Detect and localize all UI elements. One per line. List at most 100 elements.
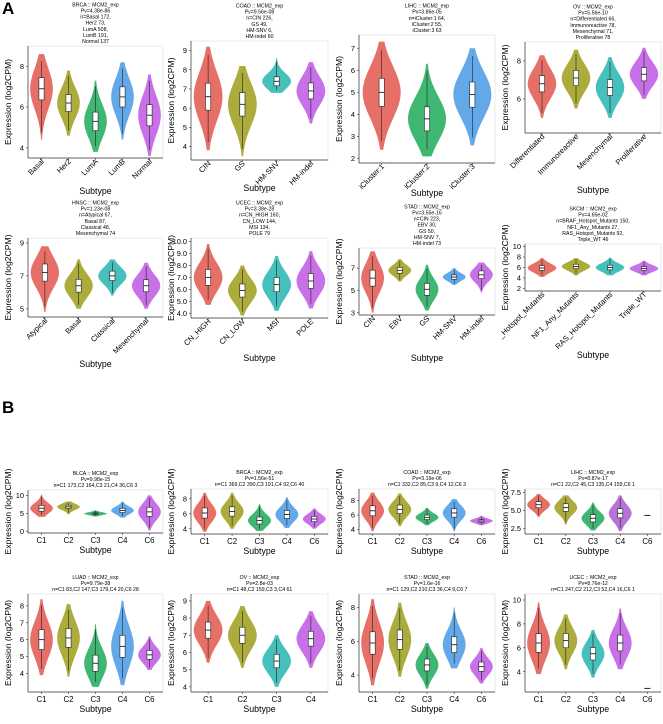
- y-axis-label: Expression (log2CPM): [166, 600, 176, 686]
- x-tick-label: C4: [282, 537, 293, 546]
- x-tick-label: C2: [561, 695, 571, 704]
- chart-title-line: Pv=1.6e-16: [414, 581, 441, 587]
- y-tick-label: 8: [351, 496, 355, 505]
- chart-title-line: HM-SNV 6,: [246, 28, 272, 34]
- x-tick-label: POLE: [295, 317, 316, 338]
- y-axis-label: Expression (log2CPM): [166, 235, 176, 321]
- chart-title-line: Pv=8.76e-12: [578, 581, 608, 587]
- x-tick-label: C1: [534, 695, 544, 704]
- x-axis-label: Subtype: [577, 350, 609, 360]
- x-axis-label: Subtype: [577, 546, 609, 556]
- chart-title-line: Mesenchymal 74: [76, 231, 115, 237]
- y-axis-label: Expression (log2CPM): [500, 44, 510, 130]
- y-tick-label: 10: [513, 596, 521, 605]
- chart-title-line: MSI 134,: [249, 225, 270, 231]
- chart-title-line: Pv=4.38e-86: [81, 9, 111, 15]
- y-tick-label: 0: [20, 527, 24, 536]
- chart-title-line: COAD :: MCM2_exp: [403, 470, 450, 476]
- x-tick-label: Mesenchymal: [111, 316, 151, 356]
- chart-title-line: Pv=1.23e-08: [81, 207, 111, 213]
- x-tick-label: CN_LOW: [217, 316, 247, 346]
- chart-title-line: n=C1 129,C2 210,C3 36,C4 9,C6 7: [387, 587, 468, 593]
- x-axis-label: Subtype: [243, 546, 275, 556]
- x-tick-label: Triple_WT: [617, 290, 648, 321]
- x-tick-label: C1: [37, 695, 47, 704]
- chart-title-line: n=CIN 226,: [246, 16, 272, 22]
- panel-label-a: A: [2, 0, 15, 18]
- chart-title-line: Pv=2.8e-03: [246, 581, 273, 587]
- y-axis-label: Expression (log2CPM): [3, 600, 13, 686]
- y-axis-label: Expression (log2CPM): [500, 468, 510, 554]
- x-tick-label: CIN: [361, 314, 377, 330]
- y-tick-label: 7: [20, 271, 24, 280]
- x-axis-label: Subtype: [79, 186, 111, 196]
- chart-title-line: n=C1 83,C2 147,C3 179,C4 20,C6 28: [52, 587, 139, 593]
- y-tick-label: 3: [351, 132, 355, 141]
- y-tick-label: 6: [351, 637, 355, 646]
- chart-title-line: STAD :: MCM2_exp: [404, 204, 450, 210]
- chart-title-line: LIHC :: MCM2_exp: [405, 4, 449, 10]
- x-tick-label: C6: [642, 695, 652, 704]
- y-tick-label: 6: [517, 94, 521, 103]
- x-tick-label: GS: [417, 314, 431, 328]
- y-axis-label: Expression (log2CPM): [500, 600, 510, 686]
- y-tick-label: 4: [517, 667, 521, 676]
- y-tick-label: 5: [183, 665, 187, 674]
- chart-title-line: LIHC :: MCM2_exp: [571, 470, 615, 476]
- x-tick-label: HM-indel: [458, 314, 486, 342]
- x-axis-label: Subtype: [411, 546, 443, 556]
- x-tick-label: C3: [272, 695, 282, 704]
- chart-title-line: LUAD :: MCM2_exp: [72, 575, 118, 581]
- chart-title-line: HM-SNV 7,: [414, 235, 440, 241]
- y-tick-label: 2: [351, 154, 355, 163]
- x-axis-label: Subtype: [79, 704, 111, 714]
- chart-title-line: Normal 137: [82, 39, 109, 45]
- y-tick-label: 8: [183, 494, 187, 503]
- y-tick-label: 8: [517, 57, 521, 66]
- violin-chart-7: SKCM :: MCM2_expPv=4.65e-02n=BRAF_Hotspo…: [496, 207, 662, 360]
- chart-title-line: BRCA :: MCM2_exp: [72, 2, 119, 8]
- chart-title-line: SKCM :: MCM2_exp: [569, 207, 616, 213]
- x-tick-label: HM-SNV: [431, 313, 459, 341]
- x-tick-label: C4: [615, 695, 626, 704]
- y-tick-label: 7: [183, 85, 187, 94]
- chart-title-line: COAD :: MCM2_exp: [236, 4, 283, 10]
- x-axis-label: Subtype: [411, 188, 443, 198]
- y-axis-label: Expression (log2CPM): [334, 600, 344, 686]
- x-tick-label: iCluster:1: [357, 162, 386, 191]
- x-axis-label: Subtype: [411, 704, 443, 714]
- y-tick-label: 4: [20, 669, 24, 678]
- x-tick-label: Mesenchymal: [575, 132, 615, 172]
- x-tick-label: C3: [422, 695, 432, 704]
- chart-title-line: OV :: MCM2_exp: [573, 5, 613, 11]
- chart-title-line: n=C1 332,C2 85,C3 9,C4 12,C6 3: [388, 482, 466, 488]
- chart-title-line: iCluster:3 63: [412, 28, 441, 34]
- x-tick-label: C2: [227, 537, 237, 546]
- y-axis-label: Expression (log2CPM): [3, 468, 13, 554]
- chart-title-line: n=Differentiated 66,: [570, 17, 615, 23]
- chart-title-line: LumB 191,: [83, 33, 108, 39]
- chart-title-line: LumA 508,: [83, 27, 108, 33]
- y-tick-label: 8: [517, 253, 521, 262]
- x-tick-label: Basal: [63, 316, 83, 336]
- y-tick-label: 9: [20, 239, 24, 248]
- x-tick-label: C2: [64, 536, 74, 545]
- y-tick-label: 3: [351, 308, 355, 317]
- x-tick-label: C3: [91, 695, 101, 704]
- x-tick-label: C3: [588, 537, 598, 546]
- y-tick-label: 8.0: [177, 261, 187, 270]
- y-axis-label: Expression (log2CPM): [334, 468, 344, 554]
- x-tick-label: CN_HIGH: [182, 317, 213, 348]
- x-tick-label: Atypical: [24, 316, 49, 341]
- x-tick-label: Her2: [55, 157, 73, 175]
- chart-title-line: STAD :: MCM2_exp: [404, 575, 450, 581]
- chart-title-line: EBV 30,: [417, 223, 436, 229]
- y-tick-label: 4.0: [177, 309, 187, 318]
